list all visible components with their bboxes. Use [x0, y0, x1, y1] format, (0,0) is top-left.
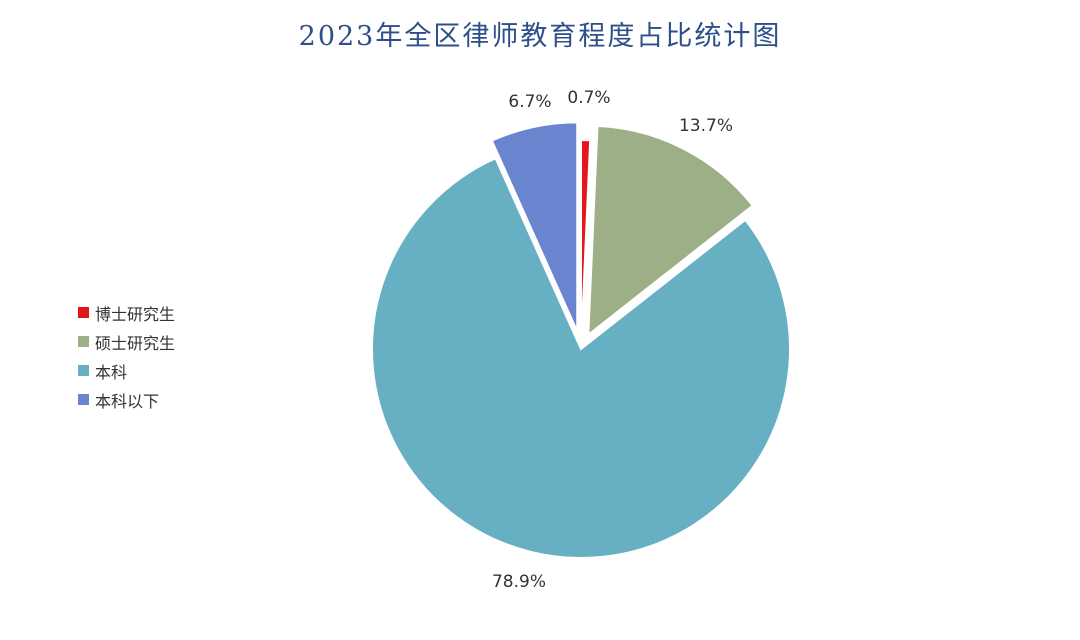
chart-title: 2023年全区律师教育程度占比统计图 — [298, 21, 782, 52]
legend-swatch-bachelor — [78, 365, 89, 376]
data-label-below-bachelor: 6.7% — [508, 92, 551, 112]
data-label-bachelor: 78.9% — [492, 572, 546, 592]
legend-swatch-below-bachelor — [78, 394, 89, 405]
pie-slice-bachelor — [371, 156, 791, 559]
legend-label-master: 硕士研究生 — [95, 333, 176, 353]
legend-item-phd: 博士研究生 — [78, 298, 175, 327]
legend-item-master: 硕士研究生 — [78, 327, 175, 356]
pie-slice-master — [587, 124, 755, 337]
legend: 博士研究生 硕士研究生 本科 本科以下 — [78, 298, 175, 414]
legend-item-bachelor: 本科 — [78, 356, 175, 385]
pie-slice-phd — [580, 138, 592, 350]
pie-slice-below-bachelor — [490, 121, 579, 332]
data-label-master: 13.7% — [679, 116, 733, 136]
legend-label-phd: 博士研究生 — [95, 304, 176, 324]
legend-label-below-bachelor: 本科以下 — [95, 391, 160, 411]
data-label-phd: 0.7% — [567, 88, 610, 108]
legend-swatch-phd — [78, 307, 89, 318]
legend-item-below-bachelor: 本科以下 — [78, 385, 175, 414]
legend-label-bachelor: 本科 — [95, 362, 128, 382]
legend-swatch-master — [78, 336, 89, 347]
